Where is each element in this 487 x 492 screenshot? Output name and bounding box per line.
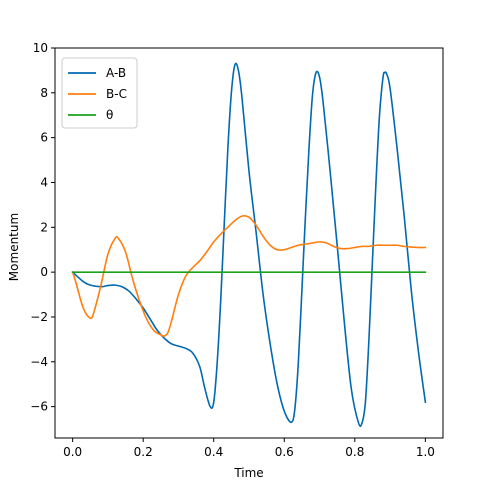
y-tick-label: −6: [30, 400, 48, 414]
legend-label: θ: [106, 108, 113, 122]
x-tick-label: 0.6: [275, 445, 294, 459]
legend: A-B B-C θ: [61, 57, 138, 129]
x-tick-label: 0.4: [204, 445, 223, 459]
y-tick-label: 0: [40, 265, 48, 279]
y-tick-label: 10: [33, 41, 48, 55]
plot-frame: [54, 47, 444, 439]
y-axis: −6 −4 −2 0 2 4 6 8 10: [30, 41, 55, 414]
legend-label: A-B: [106, 66, 126, 80]
y-tick-label: 4: [40, 175, 48, 189]
legend-box: [61, 57, 138, 129]
y-tick-label: 6: [40, 131, 48, 145]
x-tick-label: 0.0: [63, 445, 82, 459]
series-line-2: [71, 215, 427, 337]
x-tick-label: 0.8: [345, 445, 364, 459]
x-tick-label: 0.2: [134, 445, 153, 459]
y-tick-label: 8: [40, 86, 48, 100]
legend-label: B-C: [106, 87, 127, 101]
series-line-1: [71, 62, 427, 428]
series-layer: [71, 62, 427, 428]
x-axis-label: Time: [233, 466, 263, 480]
x-tick-label: 1.0: [416, 445, 435, 459]
y-tick-label: −2: [30, 310, 48, 324]
y-axis-label: Momentum: [7, 213, 21, 281]
y-tick-label: −4: [30, 355, 48, 369]
x-axis: 0.0 0.2 0.4 0.6 0.8 1.0: [63, 438, 435, 459]
y-tick-label: 2: [40, 220, 48, 234]
